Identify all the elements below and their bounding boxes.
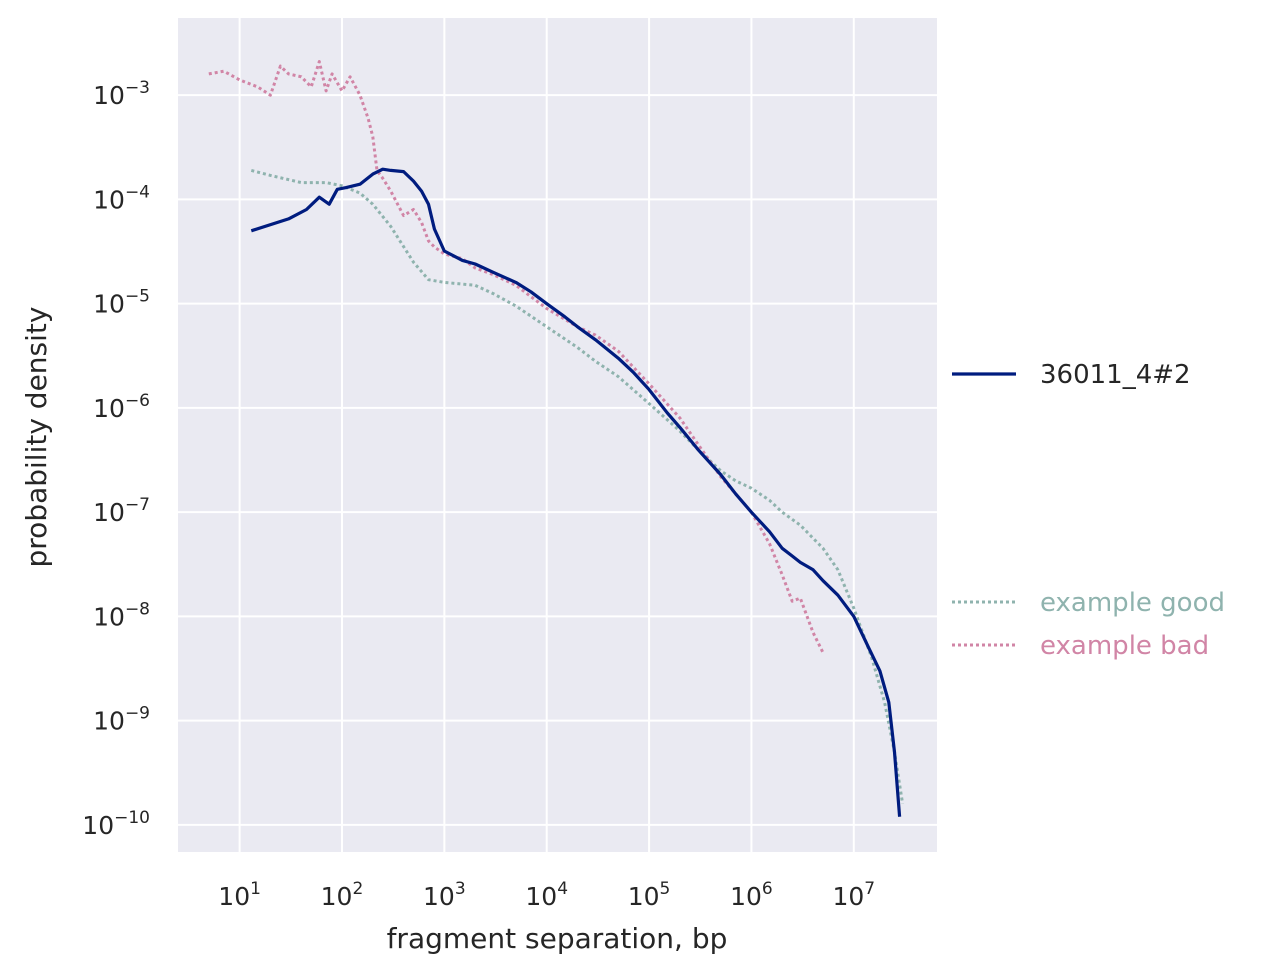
x-tick-label: 104 xyxy=(525,879,568,911)
x-tick-label: 106 xyxy=(730,879,773,911)
x-tick-label: 105 xyxy=(628,879,671,911)
legend-label-2: example bad xyxy=(1040,631,1209,661)
series-line-1 xyxy=(250,168,905,804)
x-tick-label: 107 xyxy=(832,879,875,911)
y-tick-label: 10−8 xyxy=(93,599,150,631)
x-tick-label: 103 xyxy=(423,879,466,911)
y-tick-label: 10−3 xyxy=(93,78,150,110)
x-tick-label: 102 xyxy=(321,879,364,911)
grid-lines xyxy=(178,18,937,852)
x-axis-label: fragment separation, bp xyxy=(387,922,728,955)
x-tick-labels: 101 102 103 104 105 106 107 xyxy=(218,879,875,911)
x-tick-label: 101 xyxy=(218,879,261,911)
series-lines xyxy=(208,60,905,817)
y-tick-label: 10−10 xyxy=(82,808,150,840)
y-tick-label: 10−7 xyxy=(93,495,150,527)
legend-label-1: example good xyxy=(1040,588,1225,618)
y-tick-label: 10−9 xyxy=(93,704,150,736)
y-tick-label: 10−4 xyxy=(93,182,150,214)
y-tick-label: 10−5 xyxy=(93,287,150,319)
y-axis-label: probability density xyxy=(20,307,53,568)
series-line-0 xyxy=(250,167,902,817)
y-tick-label: 10−6 xyxy=(93,391,150,423)
legend-label-0: 36011_4#2 xyxy=(1040,360,1191,390)
y-tick-labels: 10−3 10−4 10−5 10−6 10−7 10−8 10−9 10−10 xyxy=(82,78,150,840)
plot-background xyxy=(178,18,937,852)
